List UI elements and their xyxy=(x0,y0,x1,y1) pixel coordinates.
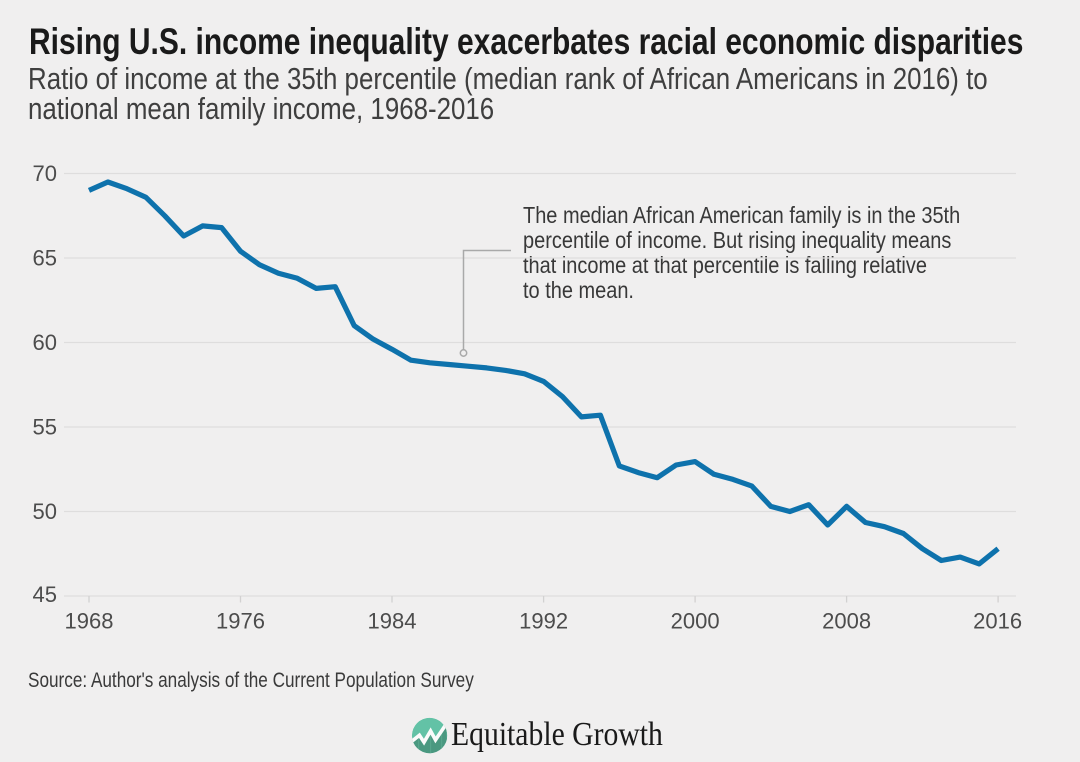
svg-text:70: 70 xyxy=(33,161,57,186)
svg-text:65: 65 xyxy=(33,246,57,271)
svg-text:1992: 1992 xyxy=(519,609,568,634)
svg-text:55: 55 xyxy=(33,415,57,440)
svg-text:50: 50 xyxy=(33,499,57,524)
svg-text:1968: 1968 xyxy=(65,609,114,634)
svg-text:60: 60 xyxy=(33,330,57,355)
svg-text:1976: 1976 xyxy=(216,609,265,634)
svg-text:2000: 2000 xyxy=(671,609,720,634)
svg-text:2016: 2016 xyxy=(973,609,1022,634)
svg-text:1984: 1984 xyxy=(368,609,417,634)
svg-text:45: 45 xyxy=(33,582,57,607)
svg-text:2008: 2008 xyxy=(822,609,871,634)
